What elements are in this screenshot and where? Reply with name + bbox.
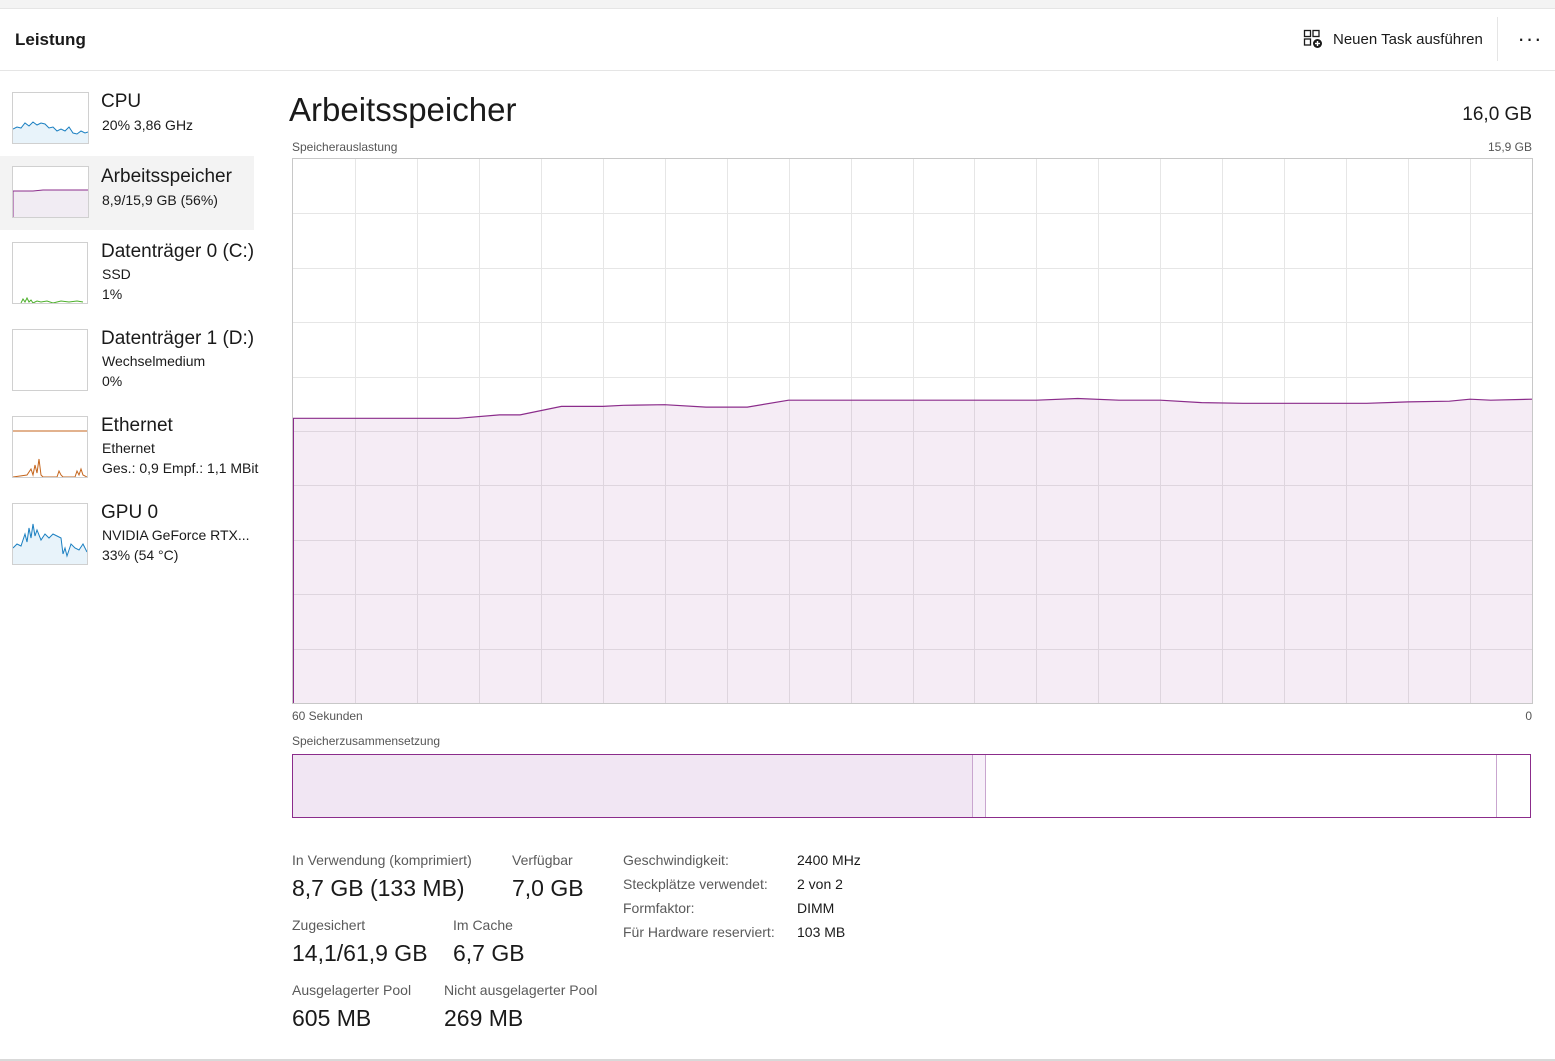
page-title: Leistung [15, 30, 86, 49]
sidebar-item-title: Ethernet [101, 415, 173, 436]
speed-value: 2400 MHz [797, 852, 861, 868]
header-separator [1497, 17, 1498, 61]
more-icon: ··· [1517, 26, 1543, 51]
memory-usage-chart [292, 158, 1533, 704]
sidebar-item-disk-0[interactable]: Datenträger 0 (C:) SSD 1% [0, 231, 254, 305]
cached-label: Im Cache [453, 917, 513, 933]
nonpaged-pool-label: Nicht ausgelagerter Pool [444, 982, 598, 998]
sidebar-item-disk-1[interactable]: Datenträger 1 (D:) Wechselmedium 0% [0, 318, 254, 392]
available-label: Verfügbar [512, 852, 573, 868]
sidebar-item-title: CPU [101, 91, 142, 112]
sidebar-item-cpu[interactable]: CPU 20% 3,86 GHz [0, 82, 254, 156]
cpu-graph-icon [12, 92, 89, 144]
gpu-graph-icon [12, 503, 88, 565]
committed-label: Zugesichert [292, 917, 366, 933]
memory-usage-line [293, 397, 1532, 419]
available-value: 7,0 GB [512, 875, 584, 901]
sidebar-item-title: GPU 0 [101, 502, 159, 523]
slots-label: Steckplätze verwendet: [623, 876, 768, 892]
memory-title: Arbeitsspeicher [289, 91, 517, 128]
disk-graph-icon [12, 242, 88, 304]
sidebar-item-usage: 33% (54 °C) [102, 547, 179, 563]
composition-modified-segment [972, 755, 986, 817]
in-use-value: 8,7 GB (133 MB) [292, 875, 465, 901]
sidebar-item-detail: Wechselmedium [102, 353, 206, 369]
sidebar-item-memory[interactable]: Arbeitsspeicher 8,9/15,9 GB (56%) [0, 156, 254, 230]
sidebar-item-title: Datenträger 0 (C:) [101, 241, 255, 262]
sidebar-item-detail: 8,9/15,9 GB (56%) [102, 192, 218, 208]
form-factor-value: DIMM [797, 900, 835, 916]
sidebar-item-title: Datenträger 1 (D:) [101, 328, 255, 349]
sidebar-item-detail: NVIDIA GeForce RTX... [102, 527, 250, 543]
composition-free-segment [1496, 755, 1530, 817]
sidebar-item-detail: Ethernet [102, 440, 155, 456]
sidebar-item-usage: 1% [102, 286, 123, 302]
usage-chart-max: 15,9 GB [1487, 140, 1532, 154]
more-options-button[interactable]: ··· [1515, 25, 1545, 53]
speed-label: Geschwindigkeit: [623, 852, 729, 868]
cached-value: 6,7 GB [453, 940, 525, 966]
paged-pool-label: Ausgelagerter Pool [292, 982, 412, 998]
paged-pool-value: 605 MB [292, 1005, 372, 1031]
new-task-icon [1303, 29, 1323, 49]
main-panel: Arbeitsspeicher 16,0 GB Speicherauslastu… [262, 71, 1555, 1061]
composition-standby-segment [986, 755, 1496, 817]
memory-composition-bar [292, 754, 1531, 818]
hardware-reserved-value: 103 MB [797, 924, 846, 940]
sidebar-item-detail: SSD [102, 266, 131, 282]
x-axis-left-label: 60 Sekunden [292, 709, 363, 723]
usage-chart-label: Speicherauslastung [292, 140, 398, 154]
composition-in-use-segment [293, 755, 972, 817]
disk-graph-icon [12, 329, 88, 391]
sidebar-item-throughput: Ges.: 0,9 Empf.: 1,1 MBit [102, 460, 259, 476]
sidebar: CPU 20% 3,86 GHz Arbeitsspeicher 8,9/15,… [0, 71, 262, 1061]
window-bottom-edge [0, 1059, 1555, 1061]
x-axis-right-label: 0 [1525, 709, 1532, 723]
usage-chart-svg [293, 159, 1532, 703]
sidebar-item-title: Arbeitsspeicher [101, 166, 232, 187]
committed-value: 14,1/61,9 GB [292, 940, 428, 966]
sidebar-item-detail: 20% 3,86 GHz [102, 117, 194, 133]
form-factor-label: Formfaktor: [623, 900, 695, 916]
hardware-reserved-label: Für Hardware reserviert: [623, 924, 775, 940]
window-top-strip [0, 0, 1555, 9]
memory-graph-icon [12, 166, 89, 218]
header-bar: Leistung Neuen Task ausführen ··· [0, 9, 1555, 71]
new-task-button[interactable]: Neuen Task ausführen [1297, 25, 1489, 53]
new-task-label: Neuen Task ausführen [1333, 30, 1483, 48]
slots-value: 2 von 2 [797, 876, 843, 892]
sidebar-item-usage: 0% [102, 373, 123, 389]
memory-usage-area [293, 398, 1532, 703]
memory-total: 16,0 GB [1462, 104, 1532, 125]
network-graph-icon [12, 416, 88, 478]
composition-label: Speicherzusammensetzung [292, 734, 441, 748]
sidebar-item-gpu-0[interactable]: GPU 0 NVIDIA GeForce RTX... 33% (54 °C) [0, 492, 254, 566]
nonpaged-pool-value: 269 MB [444, 1005, 524, 1031]
in-use-label: In Verwendung (komprimiert) [292, 852, 472, 868]
sidebar-item-ethernet[interactable]: Ethernet Ethernet Ges.: 0,9 Empf.: 1,1 M… [0, 405, 262, 479]
